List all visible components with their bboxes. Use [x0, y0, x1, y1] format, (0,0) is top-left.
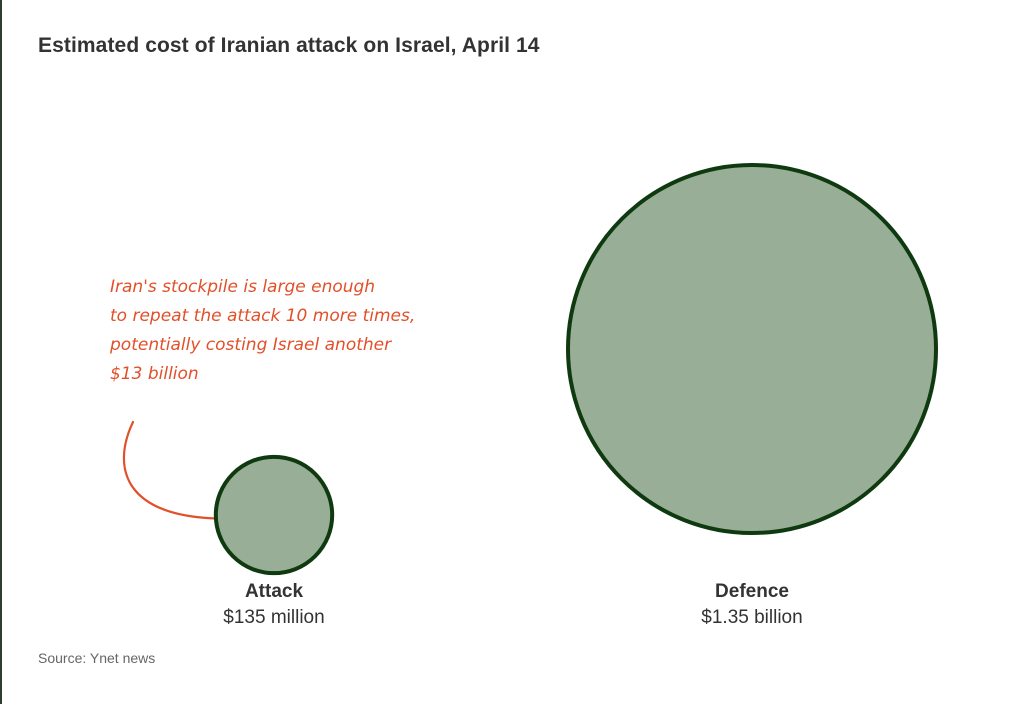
frame-edge	[0, 0, 2, 704]
bubbles-group: Attack $135 million Defence $1.35 billion	[213, 163, 938, 628]
source-note: Source: Ynet news	[38, 650, 156, 666]
annotation-arrow	[122, 420, 247, 520]
bubble-defence	[566, 163, 938, 535]
category-label-defence: Defence	[715, 581, 789, 602]
annotation-line: $13 billion	[110, 364, 199, 384]
annotation-line: Iran's stockpile is large enough	[110, 277, 375, 297]
chart-title: Estimated cost of Iranian attack on Isra…	[38, 34, 540, 57]
category-label-attack: Attack	[245, 581, 304, 602]
annotation-line: to repeat the attack 10 more times,	[110, 306, 415, 326]
value-label-defence: $1.35 billion	[701, 607, 802, 628]
annotation-line: potentially costing Israel another	[109, 335, 392, 355]
bubble-attack	[213, 454, 335, 576]
value-label-attack: $135 million	[223, 607, 324, 628]
annotation: Iran's stockpile is large enough to repea…	[109, 277, 415, 384]
